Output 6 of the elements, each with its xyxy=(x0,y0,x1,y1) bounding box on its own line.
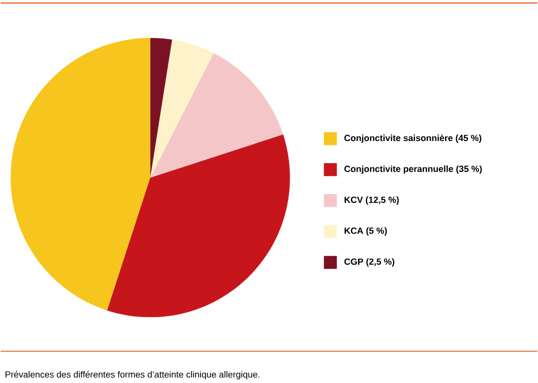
legend-label: Conjonctivite saisonnière (45 %) xyxy=(344,134,482,143)
legend-label: KCV (12,5 %) xyxy=(344,196,399,205)
legend-label: CGP (2,5 %) xyxy=(344,258,394,267)
text: Prévalences des différentes formes d’atteinte clinique allergique. xyxy=(6,370,260,380)
legend-label: KCA (5 %) xyxy=(344,227,387,236)
legend-label: Conjonctivite perannuelle (35 %) xyxy=(344,165,482,174)
